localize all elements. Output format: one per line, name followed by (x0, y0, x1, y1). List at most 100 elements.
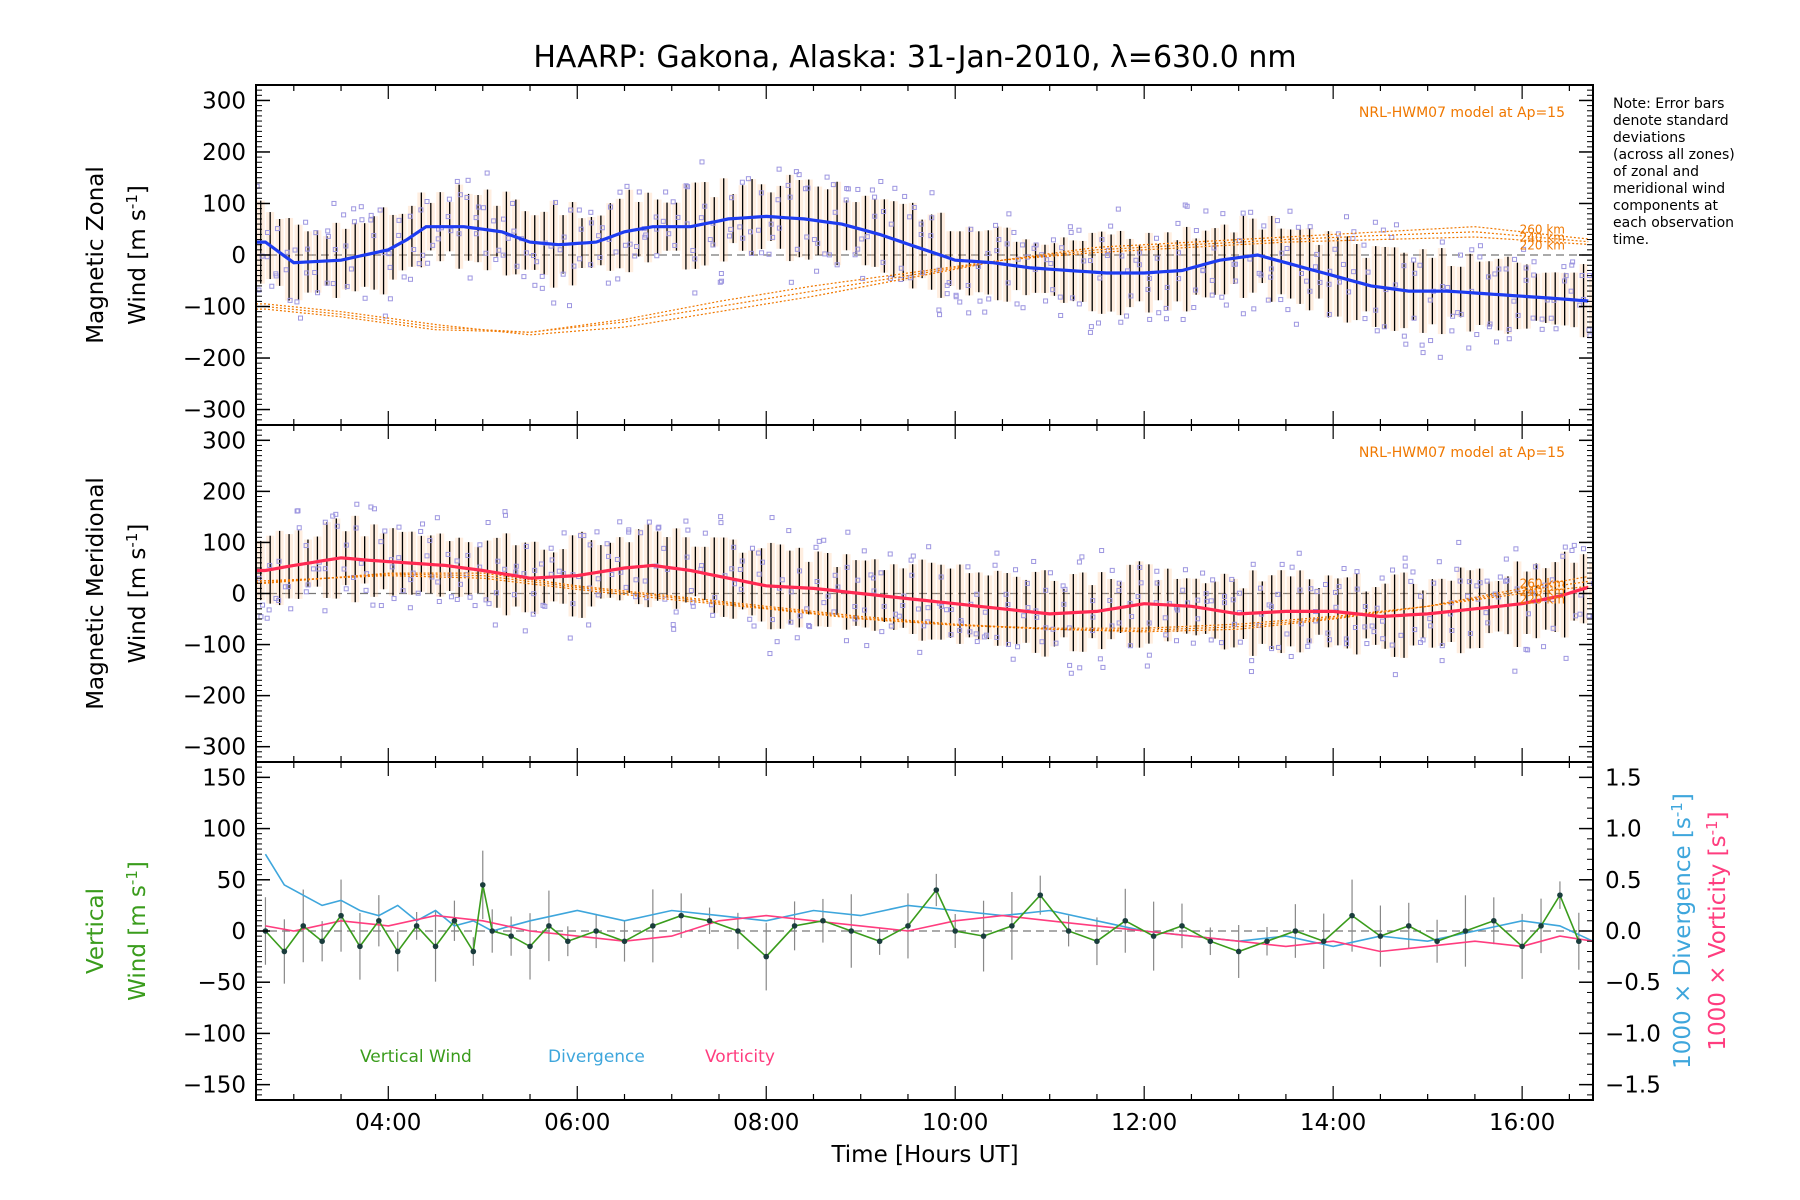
sample-point (353, 525, 359, 531)
altitude-label: 260 km (1520, 576, 1565, 590)
sample-point (663, 189, 669, 195)
sample-point (1162, 615, 1168, 621)
sample-point (1492, 271, 1498, 277)
sample-point (776, 166, 782, 172)
sample-point (1104, 252, 1110, 258)
sample-point (638, 530, 644, 536)
sample-point (688, 588, 694, 594)
sample-point (511, 228, 517, 234)
sample-point (879, 629, 885, 635)
sample-point (1352, 625, 1358, 631)
sample-point (878, 178, 884, 184)
sample-point (1107, 597, 1113, 603)
vertical-wind-point (1462, 928, 1469, 934)
sample-point (371, 506, 377, 512)
sample-point (1374, 328, 1380, 334)
sample-point (690, 247, 696, 253)
sample-point (1146, 652, 1152, 658)
sample-point (334, 523, 340, 529)
sample-point (633, 244, 639, 250)
sample-point (1279, 561, 1285, 567)
sample-point (522, 628, 528, 634)
y-tick-label: −200 (183, 346, 246, 372)
vertical-wind-point (357, 943, 363, 950)
x-tick-label: 08:00 (733, 1110, 799, 1136)
sample-point (845, 529, 851, 535)
sample-point (1005, 602, 1011, 608)
vorticity-axis-label: 1000 × Vorticity [s-1] (1703, 811, 1731, 1050)
sample-point (1222, 593, 1228, 599)
sample-point (622, 242, 628, 248)
sample-point (1015, 644, 1021, 650)
sample-point (1322, 582, 1328, 588)
sample-point (396, 217, 402, 223)
sample-point (1043, 625, 1049, 631)
x-tick-label: 10:00 (922, 1110, 988, 1136)
sample-point (287, 297, 293, 303)
sample-point (396, 555, 402, 561)
vorticity-line (265, 914, 1593, 953)
sample-point (407, 213, 413, 219)
sample-point (887, 551, 893, 557)
y-tick-label: −200 (183, 684, 246, 710)
sample-point (473, 231, 479, 237)
vertical-wind-point (1519, 943, 1525, 950)
sample-point (1062, 586, 1068, 592)
sample-point (843, 638, 849, 644)
sample-point (264, 615, 270, 621)
sample-point (675, 214, 681, 220)
sample-point (656, 524, 662, 530)
sample-point (551, 300, 557, 306)
divergence-axis-label: 1000 × Divergence [s-1] (1668, 793, 1696, 1069)
sample-point (1076, 559, 1082, 565)
sample-point (699, 159, 705, 165)
sample-point (539, 285, 545, 291)
y-tick-label: 100 (202, 817, 246, 843)
sample-point (1195, 616, 1201, 622)
sample-point (825, 593, 831, 599)
sample-point (1276, 644, 1282, 650)
sample-point (1586, 613, 1592, 619)
sample-point (1133, 257, 1139, 263)
sample-point (1230, 597, 1236, 603)
vertical-wind-point (933, 887, 940, 893)
sample-point (726, 233, 732, 239)
sample-point (632, 253, 638, 259)
sample-point (436, 599, 442, 605)
sample-point (898, 265, 904, 271)
sample-point (1137, 564, 1143, 570)
sample-point (1284, 631, 1290, 637)
sample-point (684, 554, 690, 560)
sample-point (1308, 586, 1314, 592)
sample-point (1506, 336, 1512, 342)
sample-point (768, 221, 774, 227)
sample-point (1047, 570, 1053, 576)
sample-point (435, 236, 441, 242)
vertical-wind-point (489, 928, 496, 934)
sample-point (502, 566, 508, 572)
sample-point (814, 268, 820, 274)
sample-point (775, 197, 781, 203)
sample-point (1034, 614, 1040, 620)
sample-point (332, 247, 338, 253)
sample-point (1174, 638, 1180, 644)
vertical-wind-point (546, 923, 552, 929)
sample-point (1553, 326, 1559, 332)
sample-point (852, 252, 858, 258)
sample-point (1484, 578, 1490, 584)
sample-point (1240, 210, 1246, 216)
sample-point (732, 581, 738, 587)
sample-point (1208, 598, 1214, 604)
sample-point (1439, 239, 1445, 245)
sample-point (1076, 227, 1082, 233)
sample-point (1560, 553, 1566, 559)
sample-point (690, 603, 696, 609)
sample-point (351, 206, 357, 212)
sample-point (292, 247, 298, 253)
sample-point (1494, 339, 1500, 345)
sample-point (311, 566, 317, 572)
sample-point (824, 174, 830, 180)
sample-point (974, 639, 980, 645)
vertical-wind-point (1235, 948, 1242, 955)
sample-point (259, 253, 265, 259)
